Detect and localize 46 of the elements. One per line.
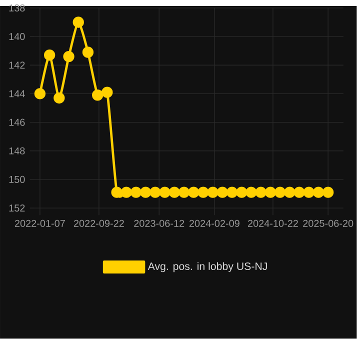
- point: [120, 186, 132, 198]
- y-tick-label: 142: [9, 62, 25, 69]
- x-tick-label: 2022-09-22: [74, 220, 124, 228]
- point: [198, 186, 209, 198]
- y-tick-label: 138: [9, 4, 25, 12]
- point: [159, 186, 170, 198]
- legend-label: Avg. pos. in lobby US-NJ: [148, 262, 267, 272]
- y-tick-label: 146: [9, 118, 25, 126]
- x-tick-label: 2023-06-12: [134, 220, 184, 228]
- point: [312, 186, 324, 198]
- x-tick-label: 2025-06-20: [303, 220, 354, 228]
- point: [236, 186, 248, 198]
- point: [92, 90, 104, 101]
- y-tick-label: 152: [9, 204, 25, 212]
- point: [63, 51, 74, 62]
- x-tick-label: 2024-02-09: [189, 220, 240, 228]
- point: [226, 186, 238, 198]
- point: [255, 186, 266, 198]
- point: [72, 16, 84, 28]
- x-tick-label: 2024-10-22: [248, 220, 298, 228]
- point: [284, 186, 296, 198]
- y-tick-label: 144: [9, 90, 25, 98]
- point: [178, 186, 190, 198]
- point: [274, 186, 286, 198]
- point: [264, 186, 276, 198]
- point: [216, 186, 228, 198]
- x-tick-label: 2022-01-07: [14, 220, 65, 228]
- point: [188, 186, 200, 198]
- point: [140, 186, 152, 198]
- point: [54, 92, 65, 104]
- point: [82, 46, 94, 58]
- y-tick-label: 140: [9, 33, 25, 40]
- y-tick-label: 150: [9, 176, 25, 184]
- point: [130, 186, 142, 198]
- point: [207, 186, 218, 198]
- point: [102, 86, 113, 98]
- point: [150, 186, 161, 198]
- point: [294, 186, 305, 198]
- point: [246, 186, 257, 198]
- point: [34, 88, 46, 100]
- point: [111, 186, 122, 198]
- point: [322, 186, 334, 198]
- point: [168, 186, 180, 198]
- point: [303, 186, 314, 198]
- point: [44, 50, 56, 61]
- y-tick-label: 148: [9, 147, 25, 155]
